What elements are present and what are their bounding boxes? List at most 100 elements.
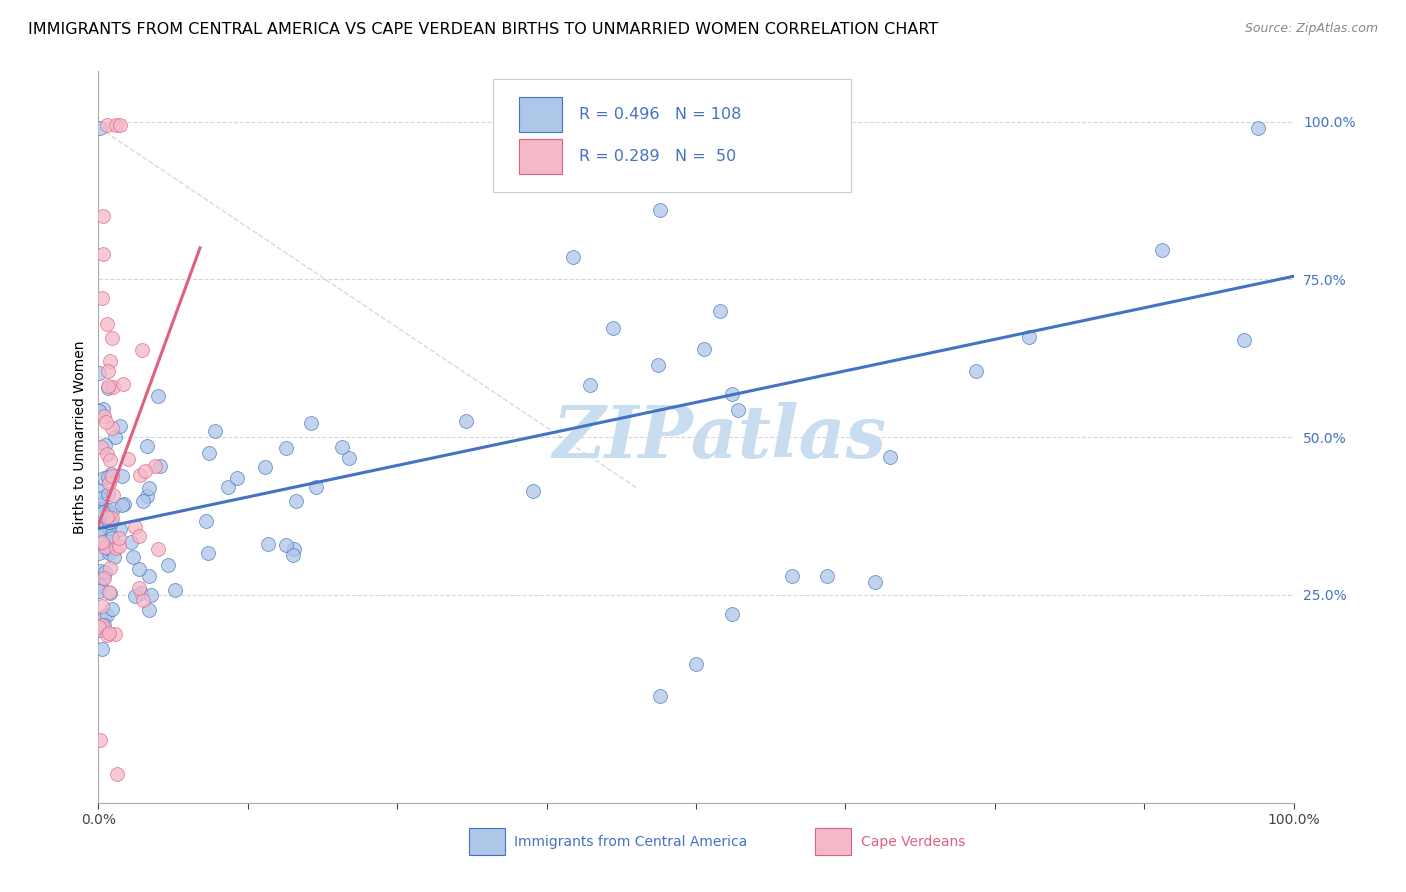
- Point: [97, 470, 120, 484]
- Point: [93, 470, 115, 484]
- Point: [87, 404, 110, 418]
- Point: [100, 510, 122, 524]
- Point: [97, 584, 120, 599]
- Point: [693, 342, 716, 356]
- Point: [89, 578, 111, 592]
- Point: [647, 359, 669, 373]
- Point: [90, 502, 112, 516]
- Point: [91, 505, 114, 519]
- Point: [721, 607, 744, 621]
- Point: [100, 515, 122, 529]
- Text: Immigrants from Central America: Immigrants from Central America: [515, 835, 748, 848]
- Point: [91, 291, 114, 305]
- Point: [96, 446, 118, 460]
- Point: [90, 491, 112, 505]
- Point: [93, 409, 115, 423]
- Point: [112, 498, 135, 512]
- Point: [204, 424, 226, 438]
- FancyBboxPatch shape: [470, 828, 505, 855]
- Point: [96, 416, 118, 430]
- Point: [91, 247, 114, 261]
- Point: [299, 416, 322, 430]
- Point: [108, 419, 131, 434]
- Point: [330, 440, 353, 454]
- Point: [107, 531, 129, 545]
- Point: [96, 503, 118, 517]
- Point: [90, 641, 112, 656]
- Y-axis label: Births to Unmarried Women: Births to Unmarried Women: [73, 341, 87, 533]
- Point: [96, 509, 118, 524]
- Point: [90, 441, 112, 455]
- Point: [163, 582, 186, 597]
- Point: [121, 549, 143, 564]
- Point: [101, 502, 124, 516]
- Point: [128, 581, 150, 595]
- Text: ZIPatlas: ZIPatlas: [553, 401, 887, 473]
- Point: [131, 493, 153, 508]
- Text: R = 0.496   N = 108: R = 0.496 N = 108: [579, 107, 741, 122]
- Point: [337, 451, 360, 466]
- Point: [132, 593, 155, 607]
- Point: [96, 628, 118, 642]
- Point: [135, 439, 157, 453]
- Point: [281, 548, 304, 562]
- Point: [104, 541, 127, 555]
- Point: [110, 522, 132, 536]
- Point: [98, 546, 121, 560]
- Point: [101, 379, 124, 393]
- Point: [254, 460, 277, 475]
- Point: [120, 535, 142, 549]
- Point: [93, 540, 115, 554]
- Point: [865, 575, 887, 590]
- Point: [561, 250, 583, 264]
- Point: [139, 588, 162, 602]
- Point: [89, 484, 111, 499]
- Point: [780, 569, 803, 583]
- Point: [87, 583, 110, 598]
- Point: [579, 378, 602, 392]
- Point: [91, 210, 114, 224]
- Point: [879, 450, 901, 464]
- Point: [91, 514, 114, 528]
- Text: IMMIGRANTS FROM CENTRAL AMERICA VS CAPE VERDEAN BIRTHS TO UNMARRIED WOMEN CORREL: IMMIGRANTS FROM CENTRAL AMERICA VS CAPE …: [28, 22, 938, 37]
- Point: [97, 515, 120, 529]
- Point: [129, 468, 152, 483]
- Point: [98, 625, 121, 640]
- Point: [157, 558, 180, 573]
- Point: [129, 586, 152, 600]
- Point: [94, 509, 117, 524]
- Point: [108, 118, 131, 132]
- Point: [90, 564, 112, 578]
- Point: [98, 453, 121, 467]
- Point: [89, 121, 111, 136]
- Point: [815, 569, 838, 583]
- Point: [721, 387, 744, 401]
- Point: [96, 118, 118, 132]
- Point: [97, 364, 120, 378]
- FancyBboxPatch shape: [815, 828, 852, 855]
- Point: [117, 452, 139, 467]
- Point: [87, 546, 110, 560]
- Point: [100, 602, 122, 616]
- Point: [91, 535, 114, 549]
- Point: [105, 118, 128, 132]
- Point: [108, 539, 131, 553]
- Point: [96, 317, 118, 331]
- Point: [89, 524, 111, 538]
- Point: [93, 571, 115, 585]
- Point: [105, 766, 128, 780]
- Point: [101, 531, 124, 545]
- Point: [98, 586, 121, 600]
- Point: [94, 438, 117, 452]
- Point: [98, 354, 122, 368]
- Point: [101, 331, 124, 345]
- Point: [148, 541, 170, 556]
- Point: [97, 475, 120, 490]
- Point: [104, 429, 127, 443]
- Point: [90, 504, 112, 518]
- Point: [100, 467, 122, 482]
- Point: [965, 364, 987, 378]
- FancyBboxPatch shape: [519, 97, 562, 132]
- Point: [101, 488, 124, 502]
- Point: [90, 495, 112, 509]
